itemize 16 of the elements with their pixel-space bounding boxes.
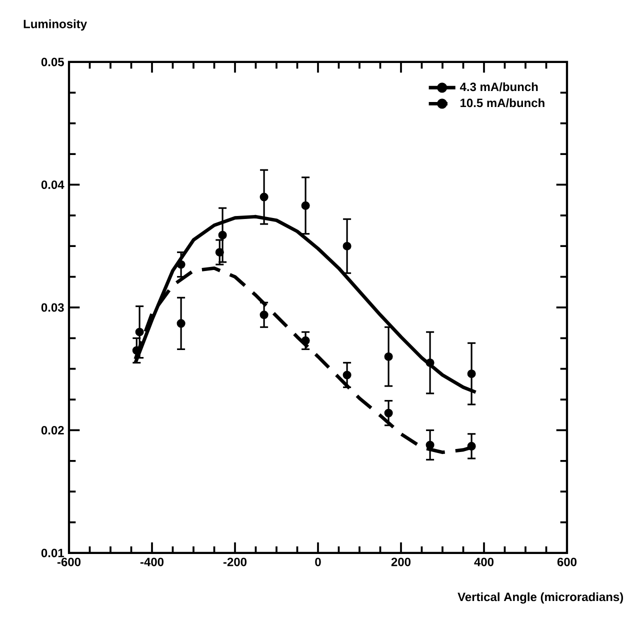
x-tick-label: -200 bbox=[223, 558, 247, 566]
x-tick-label: 600 bbox=[557, 558, 577, 566]
y-tick-label: 0.04 bbox=[41, 180, 64, 189]
y-axis-title: Luminosity bbox=[24, 19, 87, 31]
x-tick-label: 200 bbox=[391, 558, 411, 566]
y-tick-label: 0.01 bbox=[41, 548, 64, 558]
y-tick-label: 0.05 bbox=[41, 58, 64, 66]
x-axis-title: Vertical Angle (microradians) bbox=[458, 592, 624, 604]
x-tick-label: -400 bbox=[140, 558, 164, 566]
legend-label: 4.3 mA/bunch bbox=[460, 82, 538, 92]
x-tick-label: 0 bbox=[315, 558, 321, 566]
y-tick-label: 0.03 bbox=[41, 303, 64, 312]
x-tick-label: -600 bbox=[57, 558, 81, 566]
x-tick-label: 400 bbox=[474, 558, 494, 566]
y-tick-label: 0.02 bbox=[41, 426, 64, 434]
legend-label: 10.5 mA/bunch bbox=[460, 98, 544, 108]
